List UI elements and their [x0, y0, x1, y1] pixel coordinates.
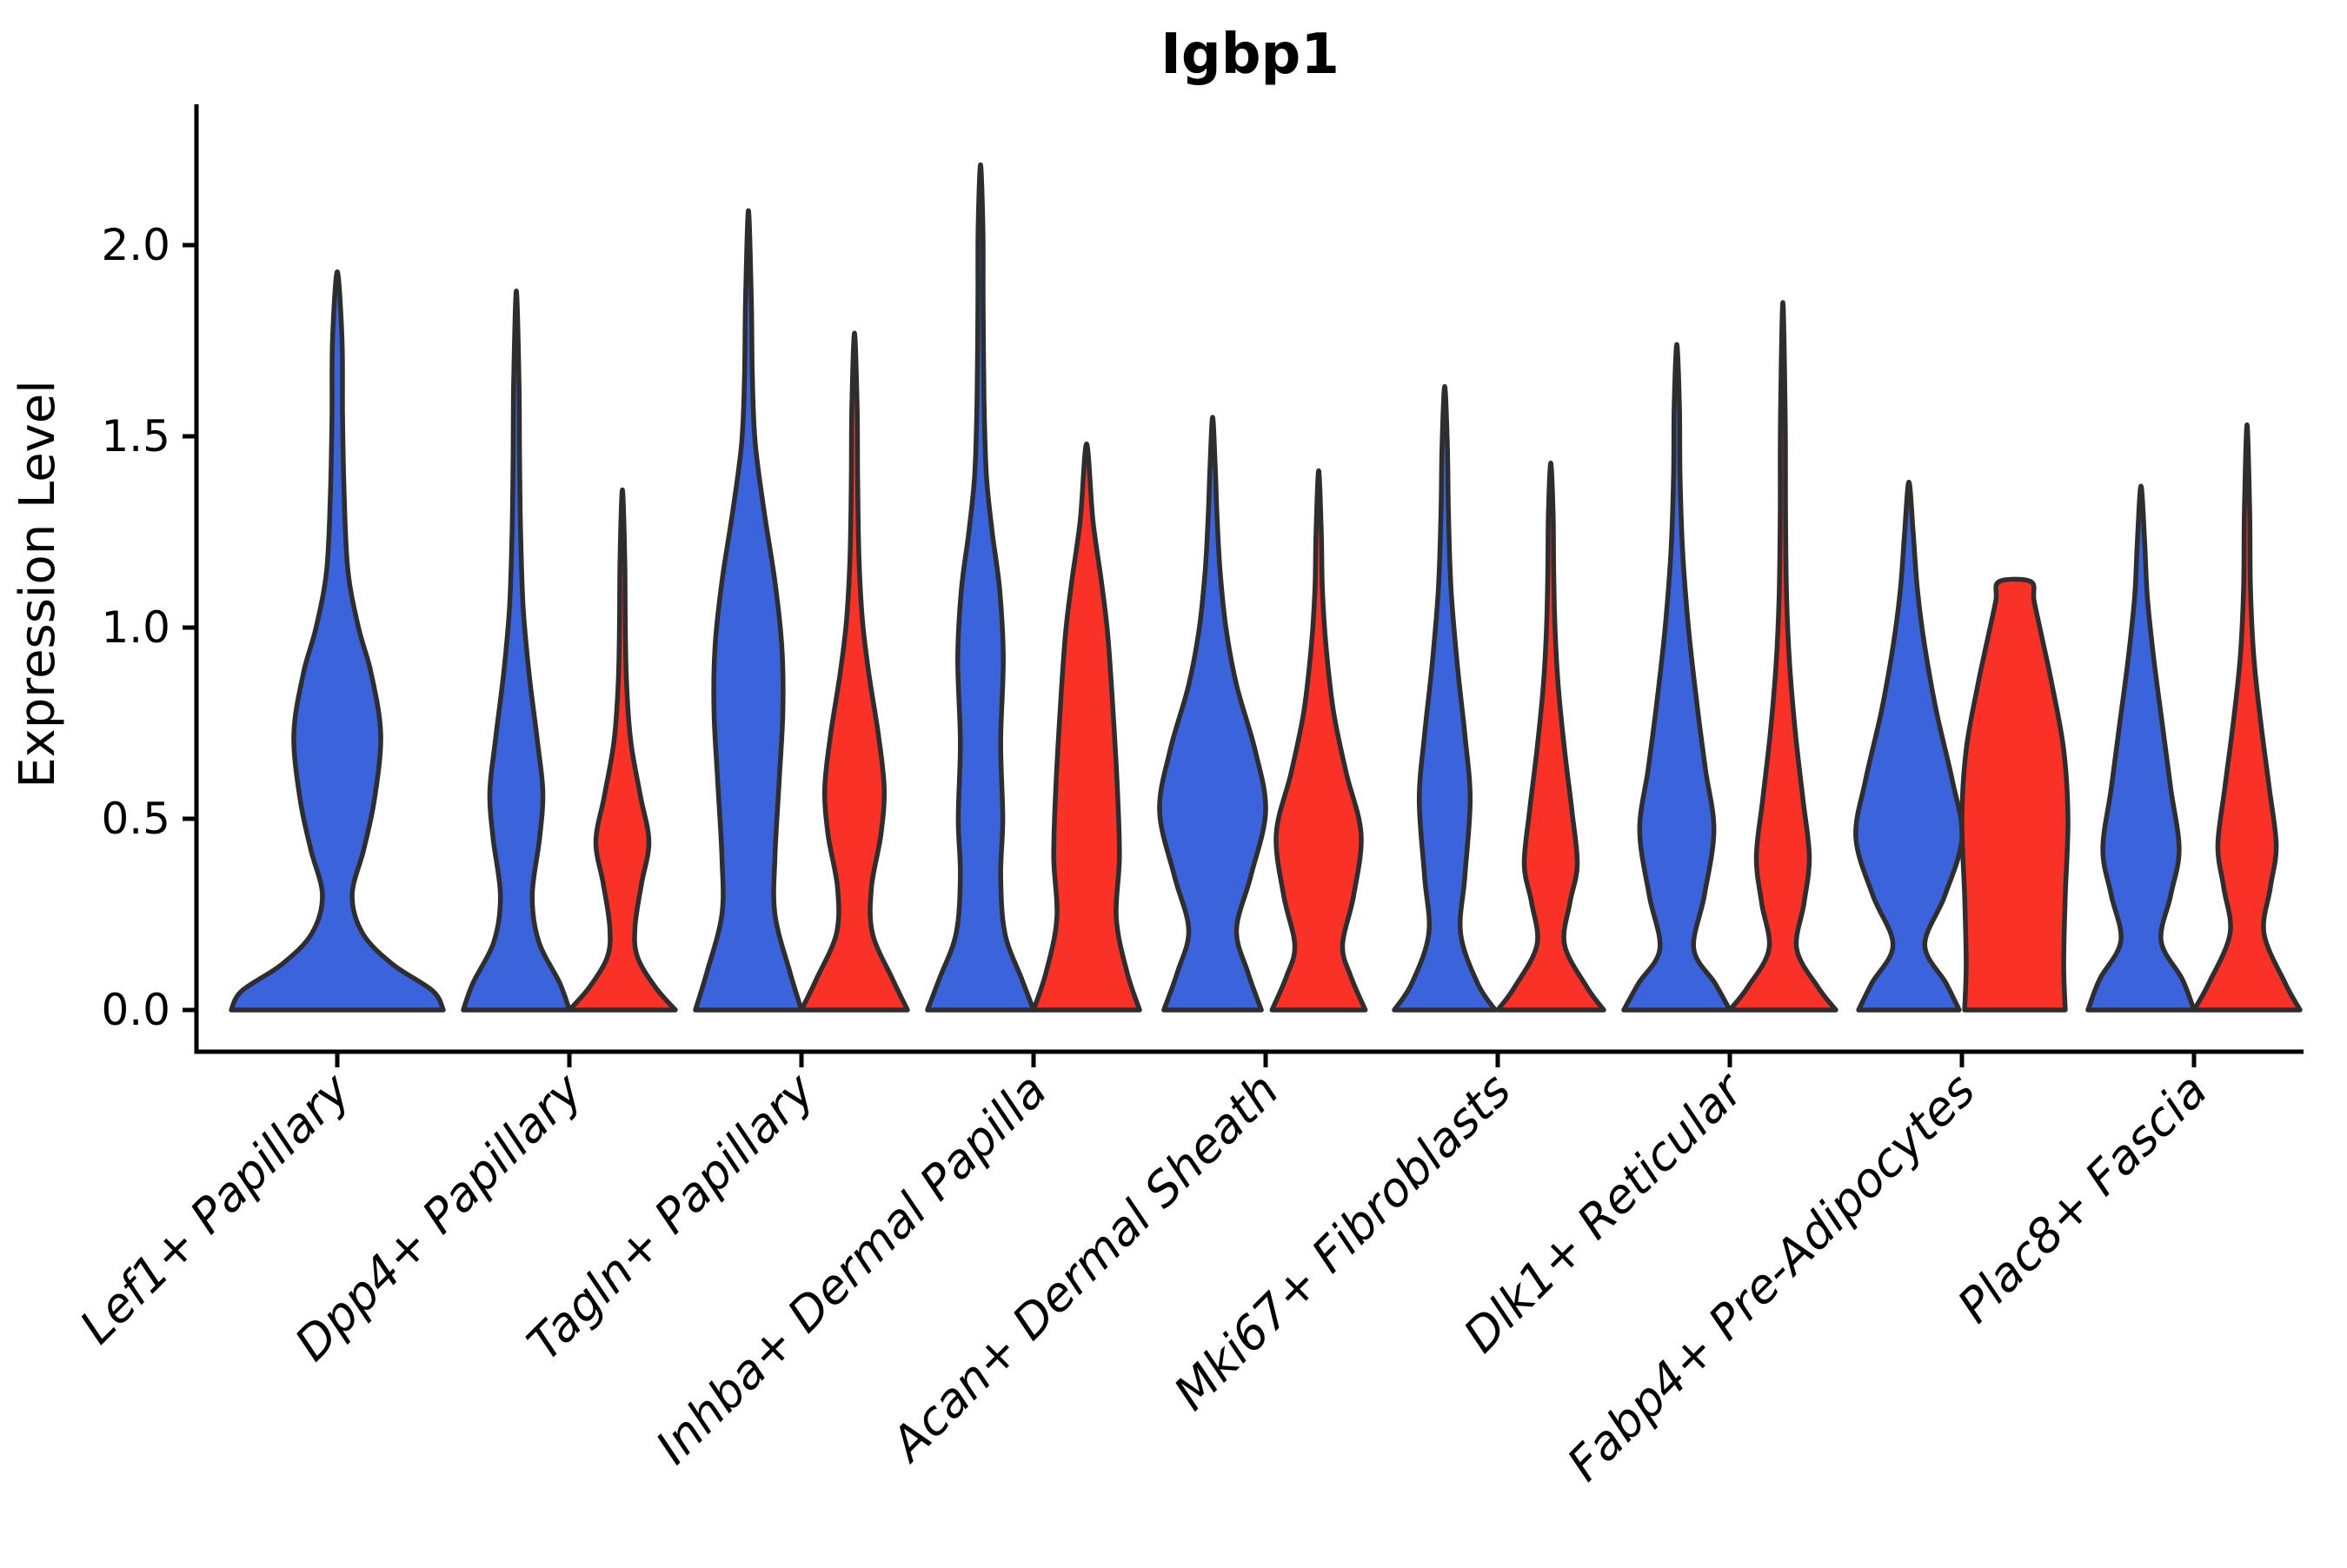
violin-fabp4-pre-adipocytes-red [1959, 576, 2071, 1013]
y-tick-label: 0.0 [101, 985, 170, 1035]
violin-tagln-papillary-red [799, 330, 910, 1013]
violin-plac8-fascia-blue [2085, 483, 2197, 1013]
violin-fabp4-pre-adipocytes-blue [1853, 480, 1965, 1013]
violin-mki67-fibroblasts-blue [1392, 384, 1498, 1013]
violin-lef1-papillary-blue [229, 269, 446, 1013]
violin-inhba-dermal-papilla-red [1031, 442, 1142, 1013]
y-tick-label: 0.5 [101, 794, 170, 844]
x-tick-label-acan-dermal-sheath: Acan+ Dermal Sheath [879, 1063, 1289, 1473]
y-tick-label: 1.5 [101, 411, 170, 462]
x-tick-label-plac8-fascia: Plac8+ Fascia [1947, 1063, 2217, 1333]
violin-dlk1-reticular-red [1727, 300, 1838, 1013]
y-tick-label: 2.0 [101, 220, 170, 270]
violin-plac8-fascia-red [2191, 422, 2303, 1013]
x-tick-label-inhba-dermal-papilla: Inhba+ Dermal Papilla [645, 1063, 1057, 1475]
violin-dlk1-reticular-blue [1621, 342, 1732, 1013]
violin-inhba-dermal-papilla-blue [925, 162, 1036, 1013]
violin-dpp4-papillary-red [567, 487, 678, 1013]
violin-mki67-fibroblasts-red [1495, 461, 1606, 1013]
y-axis-label: Expression Level [10, 380, 66, 788]
violins-group [229, 162, 2303, 1013]
x-tick-label-fabp4-pre-adipocytes: Fabp4+ Pre-Adipocytes [1557, 1063, 1985, 1492]
violin-acan-dermal-sheath-red [1269, 468, 1368, 1013]
violin-acan-dermal-sheath-blue [1157, 415, 1268, 1013]
y-tick-label: 1.0 [101, 602, 170, 653]
violin-dpp4-papillary-blue [461, 289, 572, 1013]
plot-title: Igbp1 [1160, 23, 1340, 87]
violin-tagln-papillary-blue [693, 208, 804, 1013]
